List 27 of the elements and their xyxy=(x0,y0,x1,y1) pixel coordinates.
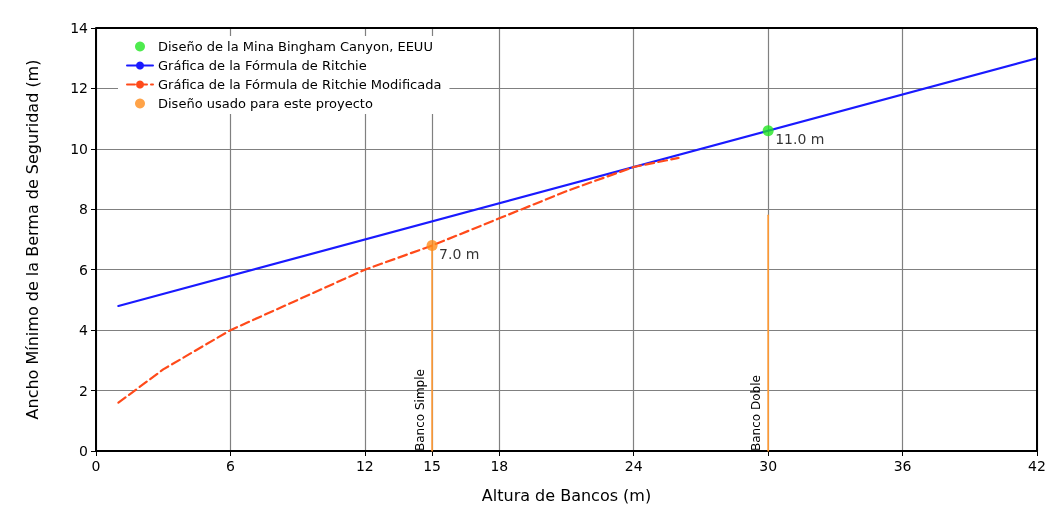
y-axis-title: Ancho Mínimo de la Berma de Seguridad (m) xyxy=(22,59,42,420)
x-tick-label: 30 xyxy=(759,458,778,474)
text: Banco Simple xyxy=(413,369,428,451)
y-tick-label: 10 xyxy=(70,140,88,157)
y-tick-label: 0 xyxy=(79,443,88,459)
x-tick-label: 18 xyxy=(490,458,509,474)
y-tick-label: 14 xyxy=(70,20,89,36)
x-tick-label: 42 xyxy=(1028,458,1046,474)
x-tick-label: 6 xyxy=(225,458,235,474)
y-tick-label: 4 xyxy=(79,322,89,339)
x-tick-label: 36 xyxy=(893,458,912,474)
x-axis-title: Altura de Bancos (m) xyxy=(481,485,652,505)
x-tick-label: 15 xyxy=(423,458,441,474)
legend-label: Gráfica de la Fórmula de Ritchie Modificada xyxy=(158,77,442,92)
annotation: 11.0 m xyxy=(775,130,825,147)
legend-label: Diseño usado para este proyecto xyxy=(158,96,373,111)
x-tick-label: 12 xyxy=(355,458,374,474)
x-tick-label: 24 xyxy=(624,458,643,474)
legend-label: Diseño de la Mina Bingham Canyon, EEUU xyxy=(158,39,433,54)
legend-label: Gráfica de la Fórmula de Ritchie xyxy=(158,58,367,73)
y-tick-label: 6 xyxy=(79,261,89,278)
annotation: 7.0 m xyxy=(439,245,480,262)
text: Banco Doble xyxy=(749,375,764,451)
x-tick-label: 0 xyxy=(91,458,101,474)
y-tick-label: 8 xyxy=(79,201,88,218)
y-tick-label: 2 xyxy=(79,382,88,399)
y-tick-label: 12 xyxy=(70,80,88,97)
